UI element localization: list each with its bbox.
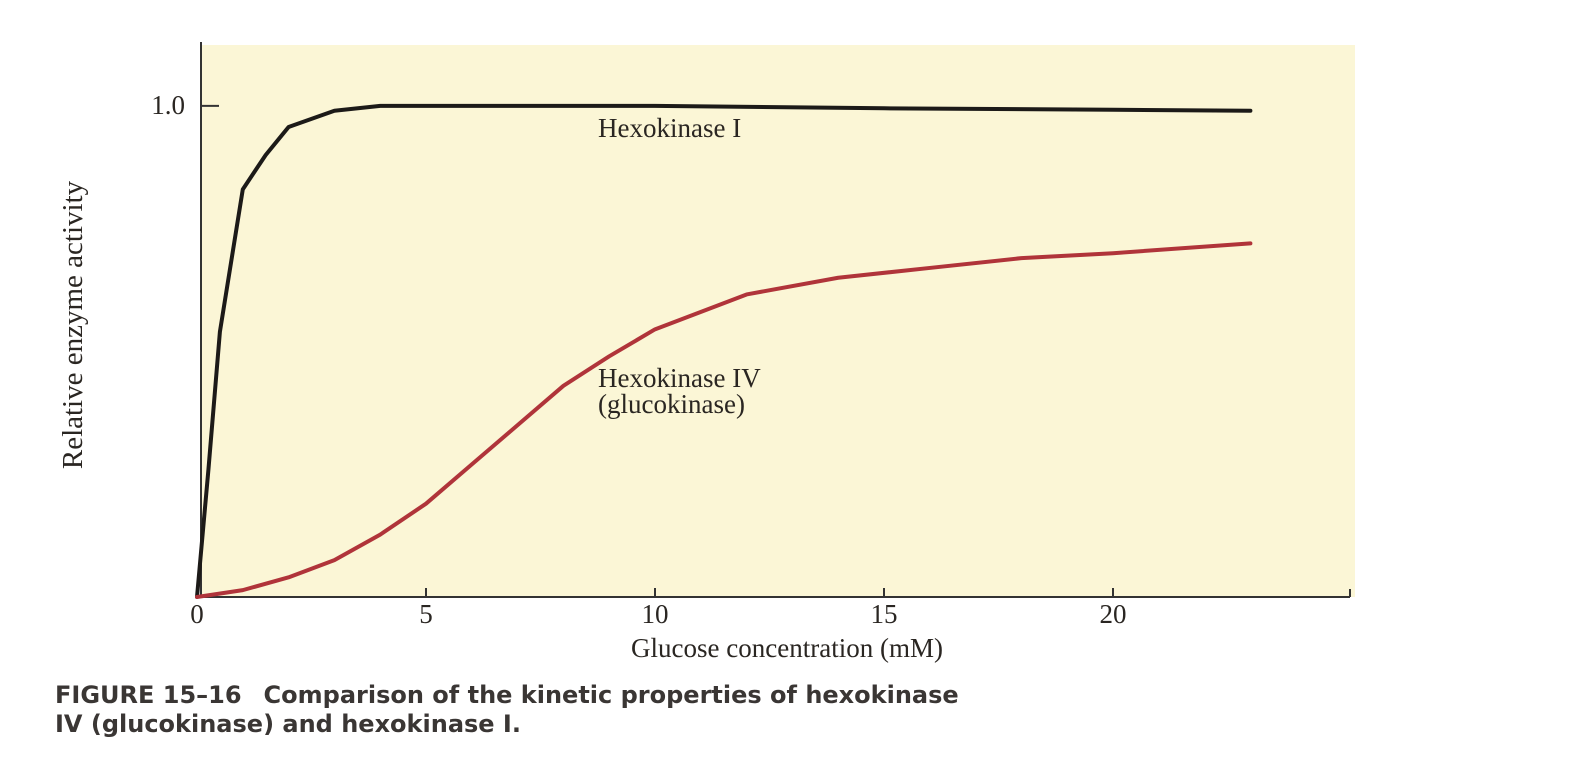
caption: FIGURE 15–16 Comparison of the kinetic pr… [55,681,959,709]
y-tick-label: 1.0 [151,90,185,120]
annotation: (glucokinase) [598,389,745,419]
x-tick-label: 0 [190,599,204,629]
x-tick-label: 10 [642,599,669,629]
series-line [195,103,1253,599]
caption-label: FIGURE 15–16 [55,681,242,709]
caption-text: Comparison of the kinetic properties of … [264,681,959,709]
x-tick-label: 15 [871,599,898,629]
caption-text: IV (glucokinase) and hexokinase I. [55,710,521,738]
plot-background [200,45,1355,597]
series-line [195,241,1253,599]
y-axis-label: Relative enzyme activity [57,180,89,469]
annotation: Hexokinase I [598,113,741,143]
x-axis-label: Glucose concentration (mM) [631,633,943,663]
x-tick-label: 20 [1100,599,1127,629]
x-tick-label: 5 [419,599,433,629]
annotation: Hexokinase IV [598,363,761,393]
